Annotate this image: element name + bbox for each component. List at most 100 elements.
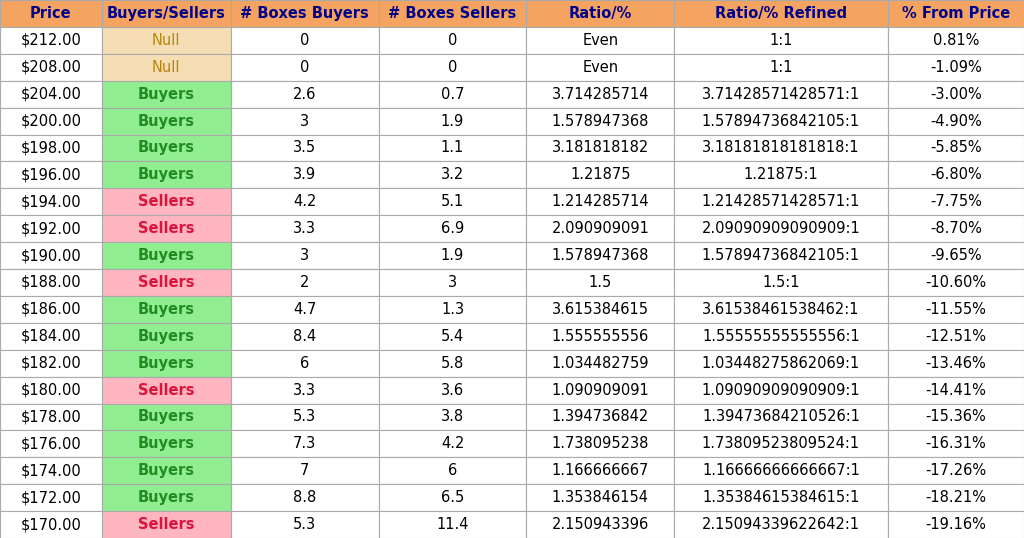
Bar	[0, 134, 101, 161]
Bar	[526, 0, 674, 27]
Bar	[379, 296, 526, 323]
Bar	[230, 323, 379, 350]
Text: 1.5: 1.5	[589, 275, 612, 290]
Text: -7.75%: -7.75%	[930, 194, 982, 209]
Bar	[888, 430, 1024, 457]
Bar	[888, 296, 1024, 323]
Bar	[101, 350, 230, 377]
Bar	[674, 81, 888, 108]
Text: 2.090909091: 2.090909091	[551, 221, 649, 236]
Bar	[230, 457, 379, 484]
Bar	[674, 161, 888, 188]
Bar	[379, 350, 526, 377]
Bar	[674, 404, 888, 430]
Bar	[379, 404, 526, 430]
Bar	[0, 350, 101, 377]
Bar	[230, 242, 379, 269]
Bar	[674, 188, 888, 215]
Bar	[0, 215, 101, 242]
Bar	[526, 296, 674, 323]
Text: Sellers: Sellers	[138, 194, 195, 209]
Bar	[0, 404, 101, 430]
Text: Even: Even	[583, 60, 618, 75]
Bar	[674, 377, 888, 404]
Text: 3.18181818181818:1: 3.18181818181818:1	[702, 140, 860, 155]
Bar	[888, 215, 1024, 242]
Bar	[526, 215, 674, 242]
Text: -8.70%: -8.70%	[930, 221, 982, 236]
Bar	[0, 108, 101, 134]
Text: 11.4: 11.4	[436, 517, 469, 532]
Text: 0: 0	[447, 60, 458, 75]
Text: 1.166666667: 1.166666667	[552, 463, 649, 478]
Bar	[888, 269, 1024, 296]
Text: Buyers: Buyers	[138, 463, 195, 478]
Text: 6: 6	[447, 463, 457, 478]
Text: 3: 3	[300, 114, 309, 129]
Text: -12.51%: -12.51%	[926, 329, 986, 344]
Text: Ratio/% Refined: Ratio/% Refined	[715, 6, 847, 21]
Text: 0: 0	[300, 33, 309, 48]
Bar	[526, 377, 674, 404]
Text: -16.31%: -16.31%	[926, 436, 986, 451]
Bar	[888, 511, 1024, 538]
Bar	[379, 511, 526, 538]
Text: 1.578947368: 1.578947368	[552, 248, 649, 263]
Bar	[101, 54, 230, 81]
Bar	[0, 188, 101, 215]
Bar	[230, 296, 379, 323]
Bar	[101, 430, 230, 457]
Text: 3.5: 3.5	[293, 140, 316, 155]
Bar	[0, 511, 101, 538]
Text: 3.615384615: 3.615384615	[552, 302, 649, 317]
Text: 1.578947368: 1.578947368	[552, 114, 649, 129]
Bar	[379, 215, 526, 242]
Text: $180.00: $180.00	[20, 383, 81, 398]
Bar	[101, 457, 230, 484]
Bar	[230, 0, 379, 27]
Bar	[888, 484, 1024, 511]
Text: 1.9: 1.9	[441, 114, 464, 129]
Bar	[0, 161, 101, 188]
Text: 3: 3	[300, 248, 309, 263]
Text: Buyers: Buyers	[138, 140, 195, 155]
Text: 5.1: 5.1	[441, 194, 464, 209]
Text: 1.555555556: 1.555555556	[552, 329, 649, 344]
Bar	[379, 188, 526, 215]
Text: Ratio/%: Ratio/%	[568, 6, 632, 21]
Text: $186.00: $186.00	[20, 302, 81, 317]
Bar	[101, 188, 230, 215]
Text: 6.5: 6.5	[441, 490, 464, 505]
Bar	[230, 430, 379, 457]
Bar	[379, 54, 526, 81]
Text: 1.1: 1.1	[441, 140, 464, 155]
Bar	[0, 81, 101, 108]
Text: 1.394736842: 1.394736842	[552, 409, 649, 424]
Text: -19.16%: -19.16%	[926, 517, 986, 532]
Text: Price: Price	[30, 6, 72, 21]
Bar	[674, 269, 888, 296]
Text: $208.00: $208.00	[20, 60, 81, 75]
Text: 2: 2	[300, 275, 309, 290]
Bar	[674, 108, 888, 134]
Text: $182.00: $182.00	[20, 356, 81, 371]
Text: 2.6: 2.6	[293, 87, 316, 102]
Bar	[526, 323, 674, 350]
Text: # Boxes Buyers: # Boxes Buyers	[241, 6, 369, 21]
Text: 1.3: 1.3	[441, 302, 464, 317]
Bar	[379, 81, 526, 108]
Text: 3.71428571428571:1: 3.71428571428571:1	[701, 87, 860, 102]
Text: 1:1: 1:1	[769, 60, 793, 75]
Bar	[101, 404, 230, 430]
Bar	[230, 377, 379, 404]
Text: Sellers: Sellers	[138, 517, 195, 532]
Text: 3.61538461538462:1: 3.61538461538462:1	[702, 302, 860, 317]
Bar	[674, 296, 888, 323]
Text: Buyers: Buyers	[138, 409, 195, 424]
Text: 4.7: 4.7	[293, 302, 316, 317]
Bar	[101, 484, 230, 511]
Bar	[379, 269, 526, 296]
Text: -3.00%: -3.00%	[930, 87, 982, 102]
Bar	[888, 457, 1024, 484]
Text: Sellers: Sellers	[138, 275, 195, 290]
